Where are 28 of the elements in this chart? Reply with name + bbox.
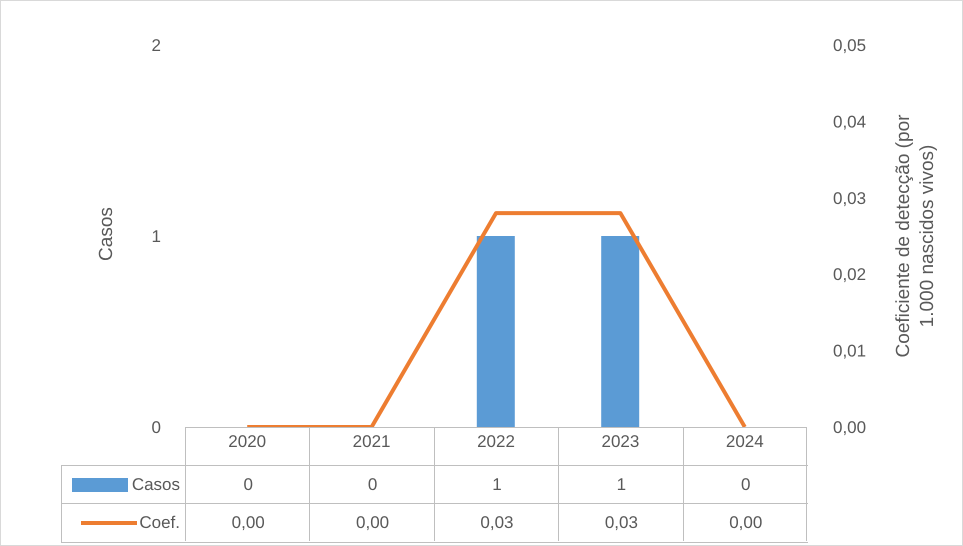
y2-tick-label: 0,00 xyxy=(833,418,866,438)
data-label: 0,00 xyxy=(355,513,390,533)
data-label: 0 xyxy=(366,475,378,495)
legend-label: Coef. xyxy=(139,513,180,533)
y-axis-title: Casos xyxy=(96,206,118,263)
y2-axis-title: Coeficiente de detecção (por 1.000 nascidos vivos) xyxy=(892,114,939,360)
y2-tick-label: 0,04 xyxy=(833,112,866,132)
data-label: 0,00 xyxy=(230,513,266,533)
data-label: 1 xyxy=(491,475,503,495)
y2-tick-label: 0,03 xyxy=(833,188,866,208)
x-tick-label: 2020 xyxy=(228,432,266,452)
data-label: 0,03 xyxy=(479,513,515,533)
y-tick-label: 0 xyxy=(152,418,161,438)
x-tick-label: 2023 xyxy=(601,432,640,452)
y2-tick-label: 0,01 xyxy=(833,342,866,361)
y2-tick-label: 0,05 xyxy=(833,36,866,56)
data-label: 0,00 xyxy=(728,513,764,533)
x-tick-label: 2024 xyxy=(726,432,764,452)
data-label: 0 xyxy=(242,475,254,495)
y-tick-label: 1 xyxy=(152,227,161,246)
data-label: 1 xyxy=(616,475,628,495)
y-tick-label: 2 xyxy=(152,36,161,56)
data-label: 0 xyxy=(740,475,752,495)
data-label: 0,03 xyxy=(604,513,639,533)
legend-label: Casos xyxy=(132,475,180,495)
x-tick-label: 2021 xyxy=(352,432,391,452)
y2-tick-label: 0,02 xyxy=(833,265,866,284)
x-tick-label: 2022 xyxy=(477,432,515,452)
